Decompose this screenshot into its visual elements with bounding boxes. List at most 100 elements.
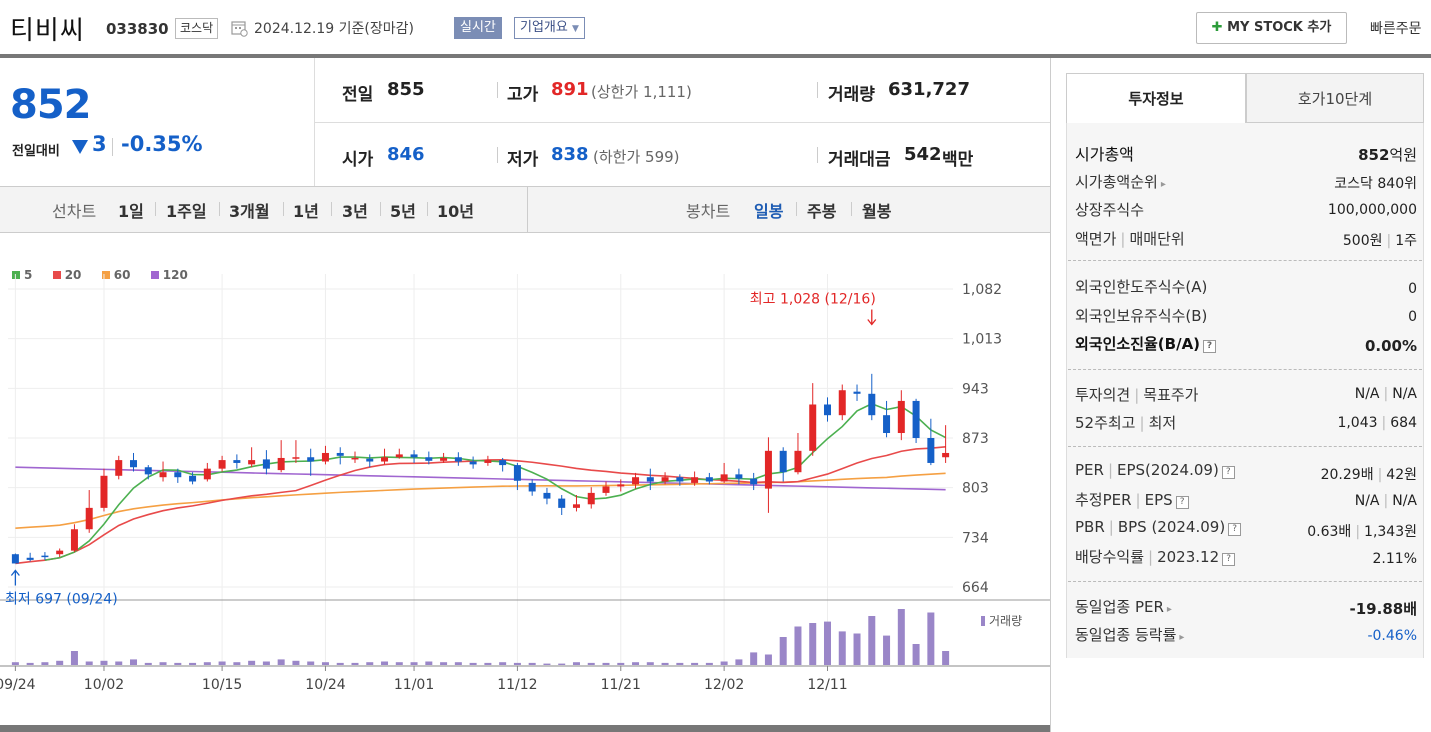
industry-per-link[interactable]: 동일업종 PER ▸ bbox=[1075, 598, 1172, 616]
divider bbox=[155, 202, 156, 216]
help-icon[interactable]: ? bbox=[1221, 466, 1235, 479]
help-icon[interactable]: ? bbox=[1175, 496, 1189, 509]
low-value: 838 bbox=[551, 144, 589, 165]
volume-bar bbox=[336, 662, 344, 665]
calendar-icon bbox=[231, 21, 248, 37]
high-value: 891 bbox=[551, 79, 589, 100]
volume-bar bbox=[750, 652, 758, 665]
divider bbox=[283, 202, 284, 216]
volume-bar bbox=[942, 651, 950, 665]
divider bbox=[851, 202, 852, 216]
candle-body bbox=[248, 460, 256, 465]
candle-body bbox=[56, 550, 64, 555]
period-toolbar bbox=[0, 186, 1050, 233]
volume-bar bbox=[366, 662, 374, 665]
industry-per-value: -19.88배 bbox=[1349, 600, 1417, 618]
open-value: 846 bbox=[387, 144, 425, 165]
trade-amount-label: 거래대금 bbox=[828, 150, 891, 170]
candle-body bbox=[602, 486, 610, 493]
help-icon[interactable]: ? bbox=[1222, 553, 1236, 566]
candle-body bbox=[735, 474, 743, 479]
quick-order-link[interactable]: 빠른주문 bbox=[1370, 21, 1422, 37]
period-3m-button[interactable]: 3개월 bbox=[229, 202, 270, 221]
volume-bar bbox=[868, 616, 876, 665]
ma60-line bbox=[15, 472, 946, 529]
volume-bar bbox=[11, 662, 19, 665]
volume-bar bbox=[440, 662, 448, 665]
candle-body bbox=[572, 504, 580, 508]
est-per-label: 추정PER | EPS? bbox=[1075, 489, 1189, 510]
candle-daily-button[interactable]: 일봉 bbox=[754, 202, 784, 221]
period-3y-button[interactable]: 3년 bbox=[342, 202, 368, 221]
candle-body bbox=[70, 529, 78, 551]
divider bbox=[331, 202, 332, 216]
candle-body bbox=[410, 454, 418, 458]
mcap-rank-link[interactable]: 시가총액순위 ▸ bbox=[1075, 173, 1166, 191]
x-tick-label: 11/01 bbox=[394, 677, 434, 693]
period-1y-button[interactable]: 1년 bbox=[293, 202, 319, 221]
tab-invest-info[interactable]: 투자정보 bbox=[1066, 73, 1246, 123]
foreign-hold-value: 0 bbox=[1408, 309, 1417, 325]
volume-bar bbox=[115, 661, 123, 665]
candle-body bbox=[794, 450, 802, 473]
candle-body bbox=[764, 450, 772, 489]
price-diff: 3 bbox=[92, 132, 107, 156]
as-of-date: 2024.12.19 기준(장마감) bbox=[254, 21, 414, 37]
volume-bar bbox=[513, 662, 521, 665]
volume-bar bbox=[189, 662, 197, 665]
volume-bar bbox=[661, 662, 669, 665]
chevron-down-icon: ▼ bbox=[571, 24, 579, 34]
volume-bar bbox=[617, 662, 625, 665]
per-label: PER | EPS(2024.09)? bbox=[1075, 461, 1235, 479]
divider bbox=[497, 82, 498, 98]
company-info-label: 기업개요 bbox=[520, 20, 568, 35]
volume-bar bbox=[794, 626, 802, 665]
candle-body bbox=[513, 465, 521, 481]
period-10y-button[interactable]: 10년 bbox=[437, 202, 474, 221]
candle-weekly-button[interactable]: 주봉 bbox=[807, 202, 837, 221]
industry-rate-link[interactable]: 동일업종 등락률 ▸ bbox=[1075, 626, 1185, 644]
foreign-limit-value: 0 bbox=[1408, 281, 1417, 297]
candle-monthly-button[interactable]: 월봉 bbox=[862, 202, 892, 221]
volume-bar bbox=[676, 662, 684, 665]
volume-bar bbox=[395, 662, 403, 665]
foreign-ratio-value: 0.00% bbox=[1364, 337, 1417, 355]
volume-legend: 거래량 bbox=[981, 612, 1022, 629]
volume-bar bbox=[100, 660, 108, 665]
x-tick-label: 10/24 bbox=[305, 677, 345, 693]
divider bbox=[314, 122, 1050, 123]
candle-body bbox=[351, 457, 359, 460]
candle-body bbox=[587, 492, 595, 505]
candle-body bbox=[868, 393, 876, 416]
volume-bar bbox=[572, 662, 580, 665]
help-icon[interactable]: ? bbox=[1228, 523, 1242, 536]
candle-chart-label: 봉차트 bbox=[686, 202, 731, 221]
add-mystock-button[interactable]: ✚ MY STOCK 추가 bbox=[1196, 12, 1347, 44]
invest-info-panel bbox=[1066, 123, 1424, 658]
period-5y-button[interactable]: 5년 bbox=[390, 202, 416, 221]
volume-bar bbox=[425, 661, 433, 665]
help-icon[interactable]: ? bbox=[1203, 340, 1217, 353]
price-chart[interactable]: 1,082 1,013 943 873 803 734 664 09/24 10/02 10/15… bbox=[0, 234, 1050, 724]
volume-bar bbox=[218, 661, 226, 665]
tab-hoga-10[interactable]: 호가10단계 bbox=[1246, 73, 1424, 123]
candle-body bbox=[336, 452, 344, 456]
price-diff-pct: -0.35% bbox=[121, 132, 203, 156]
candle-body bbox=[750, 478, 758, 485]
foreign-hold-label: 외국인보유주식수(B) bbox=[1075, 307, 1208, 325]
period-1d-button[interactable]: 1일 bbox=[118, 202, 144, 221]
y-tick-label: 734 bbox=[962, 530, 989, 546]
period-1w-button[interactable]: 1주일 bbox=[166, 202, 207, 221]
company-info-dropdown[interactable]: 기업개요 ▼ bbox=[514, 17, 585, 39]
divider bbox=[112, 138, 113, 156]
y-tick-label: 664 bbox=[962, 580, 989, 596]
volume-bar bbox=[381, 661, 389, 665]
volume-bar bbox=[883, 635, 891, 665]
volume-label: 거래량 bbox=[828, 85, 875, 105]
volume-bar bbox=[705, 662, 713, 665]
volume-bar bbox=[720, 661, 728, 665]
candle-body bbox=[130, 460, 138, 468]
realtime-button[interactable]: 실시간 bbox=[454, 17, 502, 39]
volume-bar bbox=[41, 662, 49, 665]
volume-bar bbox=[130, 659, 138, 665]
